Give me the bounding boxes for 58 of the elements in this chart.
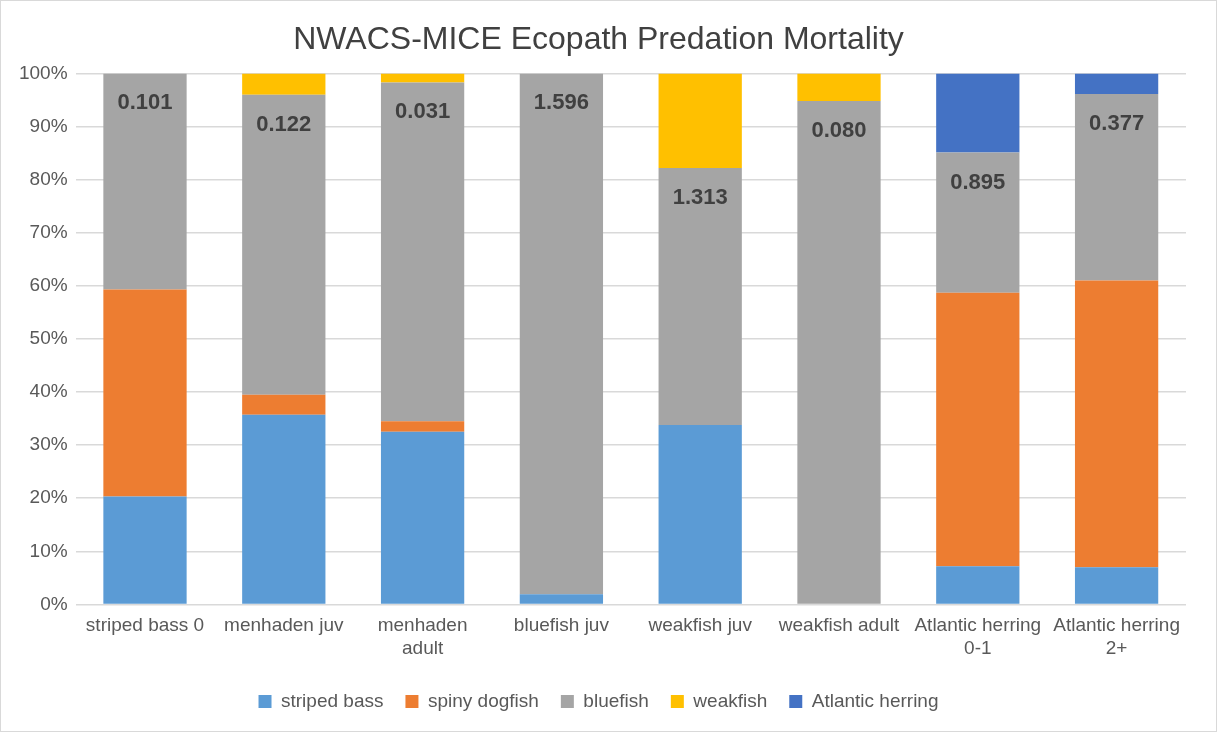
bar [936, 292, 1020, 567]
legend-label: striped bass [281, 689, 384, 711]
legend-label: bluefish [583, 689, 649, 711]
bar [103, 73, 187, 290]
y-tick-label: 10% [29, 539, 68, 561]
y-tick-label: 0% [40, 592, 68, 614]
bar [519, 73, 604, 595]
x-tick-label: bluefish juv [513, 614, 610, 636]
x-tick-label: weakfish adult [777, 614, 900, 636]
x-tick-label: Atlantic herring 0-1 [914, 614, 1042, 658]
bar [797, 73, 881, 102]
bar [242, 414, 326, 604]
bar [242, 94, 326, 395]
annotation: 0.080 [811, 117, 867, 143]
bar [936, 73, 1020, 153]
bar [242, 73, 326, 95]
legend-label: weakfish [692, 689, 768, 711]
bar [936, 566, 1020, 604]
x-tick-label: menhaden adult [377, 614, 468, 658]
bar [380, 431, 465, 604]
y-tick-label: 70% [29, 220, 68, 242]
x-tick-label: striped bass 0 [85, 614, 205, 636]
x-tick-label: Atlantic herring 2+ [1053, 614, 1180, 658]
annotation: 0.377 [1089, 110, 1145, 136]
annotation: 0.031 [395, 98, 451, 124]
legend-label: spiny dogfish [427, 689, 539, 711]
bar [519, 594, 604, 604]
annotation: 0.895 [950, 168, 1006, 194]
bar [936, 152, 1020, 293]
y-tick-label: 90% [29, 114, 68, 136]
y-tick-label: 40% [29, 380, 68, 402]
legend-label: Atlantic herring [811, 689, 939, 711]
y-tick-label: 80% [29, 167, 68, 189]
annotation: 0.122 [256, 110, 312, 136]
bar [380, 82, 465, 422]
bar [1074, 94, 1159, 281]
y-tick-label: 60% [29, 274, 68, 296]
annotation: 1.596 [533, 89, 589, 115]
y-tick-label: 100% [18, 61, 68, 83]
chart-title: NWACS-MICE Ecopath Predation Mortality [293, 20, 904, 57]
annotation: 1.313 [672, 183, 728, 209]
bar [797, 101, 881, 604]
x-tick-label: menhaden juv [224, 614, 344, 636]
y-tick-label: 30% [29, 433, 68, 455]
bar [380, 421, 465, 432]
bar [1074, 567, 1159, 604]
bar [1074, 73, 1159, 95]
annotation: 0.101 [117, 89, 173, 115]
y-tick-label: 50% [29, 327, 68, 349]
y-tick-label: 20% [29, 486, 68, 508]
bar [242, 394, 326, 415]
bar [658, 73, 742, 168]
x-tick-label: weakfish juv [647, 614, 753, 636]
bar [658, 424, 742, 604]
bar [103, 496, 187, 604]
bar [103, 289, 187, 497]
bar [658, 167, 742, 425]
bar [1074, 280, 1159, 568]
